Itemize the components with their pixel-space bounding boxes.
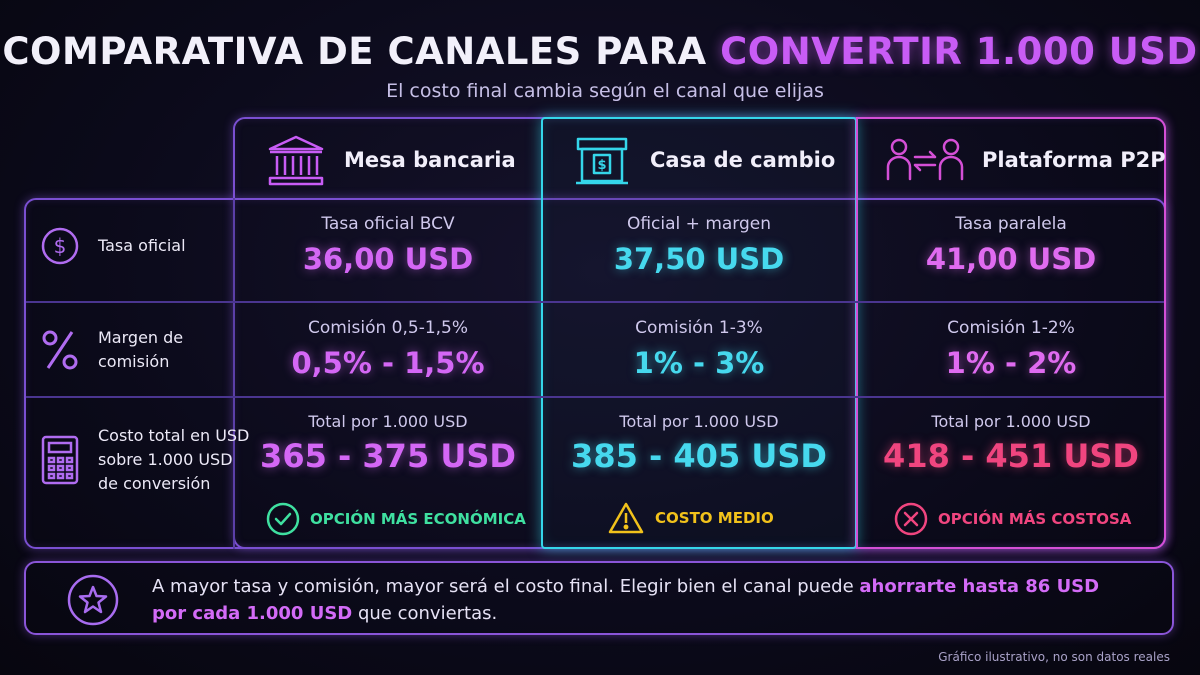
divider	[26, 301, 1164, 303]
p2p-users-icon	[886, 135, 964, 185]
star-circle-icon	[66, 573, 120, 627]
badge-economica: OPCIÓN MÁS ECONÓMICA	[266, 502, 526, 536]
divider	[233, 198, 235, 549]
x-circle-icon	[894, 502, 928, 536]
cell-margen-casa-de-cambio: Comisión 1-3% 1% - 3%	[633, 318, 765, 380]
svg-text:$: $	[54, 234, 67, 258]
cell-margen-mesa-bancaria: Comisión 0,5-1,5% 0,5% - 1,5%	[291, 318, 485, 380]
footer-disclaimer: Gráfico ilustrativo, no son datos reales	[938, 650, 1170, 664]
conclusion-text: A mayor tasa y comisión, mayor será el c…	[152, 576, 1100, 624]
column-label: Casa de cambio	[650, 148, 836, 172]
row-label-costo-total: Costo total en USD sobre 1.000 USD de co…	[40, 424, 249, 496]
column-header-mesa-bancaria: Mesa bancaria	[266, 128, 516, 192]
calculator-icon	[40, 434, 80, 486]
column-highlight-p2p	[856, 117, 1166, 549]
conclusion-box	[24, 561, 1174, 635]
cell-total-p2p: Total por 1.000 USD 418 - 451 USD	[883, 412, 1139, 475]
bank-icon	[266, 133, 326, 187]
cell-margen-p2p: Comisión 1-2% 1% - 2%	[945, 318, 1077, 380]
row-label-tasa-oficial: $ Tasa oficial	[40, 226, 186, 266]
check-circle-icon	[266, 502, 300, 536]
column-label: Mesa bancaria	[344, 148, 516, 172]
cell-total-mesa-bancaria: Total por 1.000 USD 365 - 375 USD	[260, 412, 516, 475]
dollar-circle-icon: $	[40, 226, 80, 266]
exchange-booth-icon: $	[572, 133, 632, 187]
svg-text:$: $	[597, 158, 606, 173]
cell-tasa-casa-de-cambio: Oficial + margen 37,50 USD	[613, 214, 785, 276]
title-main: COMPARATIVA DE CANALES PARA	[2, 30, 707, 73]
cell-total-casa-de-cambio: Total por 1.000 USD 385 - 405 USD	[571, 412, 827, 475]
column-label: Plataforma P2P	[982, 148, 1166, 172]
badge-costo-medio: COSTO MEDIO	[607, 501, 774, 535]
percent-icon	[40, 327, 80, 373]
badge-costosa: OPCIÓN MÁS COSTOSA	[894, 502, 1131, 536]
column-header-plataforma-p2p: Plataforma P2P	[886, 128, 1166, 192]
column-header-casa-de-cambio: $ Casa de cambio	[572, 128, 835, 192]
title-highlight: CONVERTIR 1.000 USD	[720, 30, 1198, 73]
column-highlight-casa-de-cambio	[541, 117, 857, 549]
row-label-margen: Margen de comisión	[40, 326, 183, 374]
page-subtitle: El costo final cambia según el canal que…	[386, 80, 824, 102]
cell-tasa-mesa-bancaria: Tasa oficial BCV 36,00 USD	[302, 214, 474, 276]
cell-tasa-p2p: Tasa paralela 41,00 USD	[925, 214, 1097, 276]
warning-triangle-icon	[607, 501, 645, 535]
divider	[26, 396, 1164, 398]
page-title: COMPARATIVA DE CANALES PARA CONVERTIR 1.…	[0, 30, 1200, 73]
